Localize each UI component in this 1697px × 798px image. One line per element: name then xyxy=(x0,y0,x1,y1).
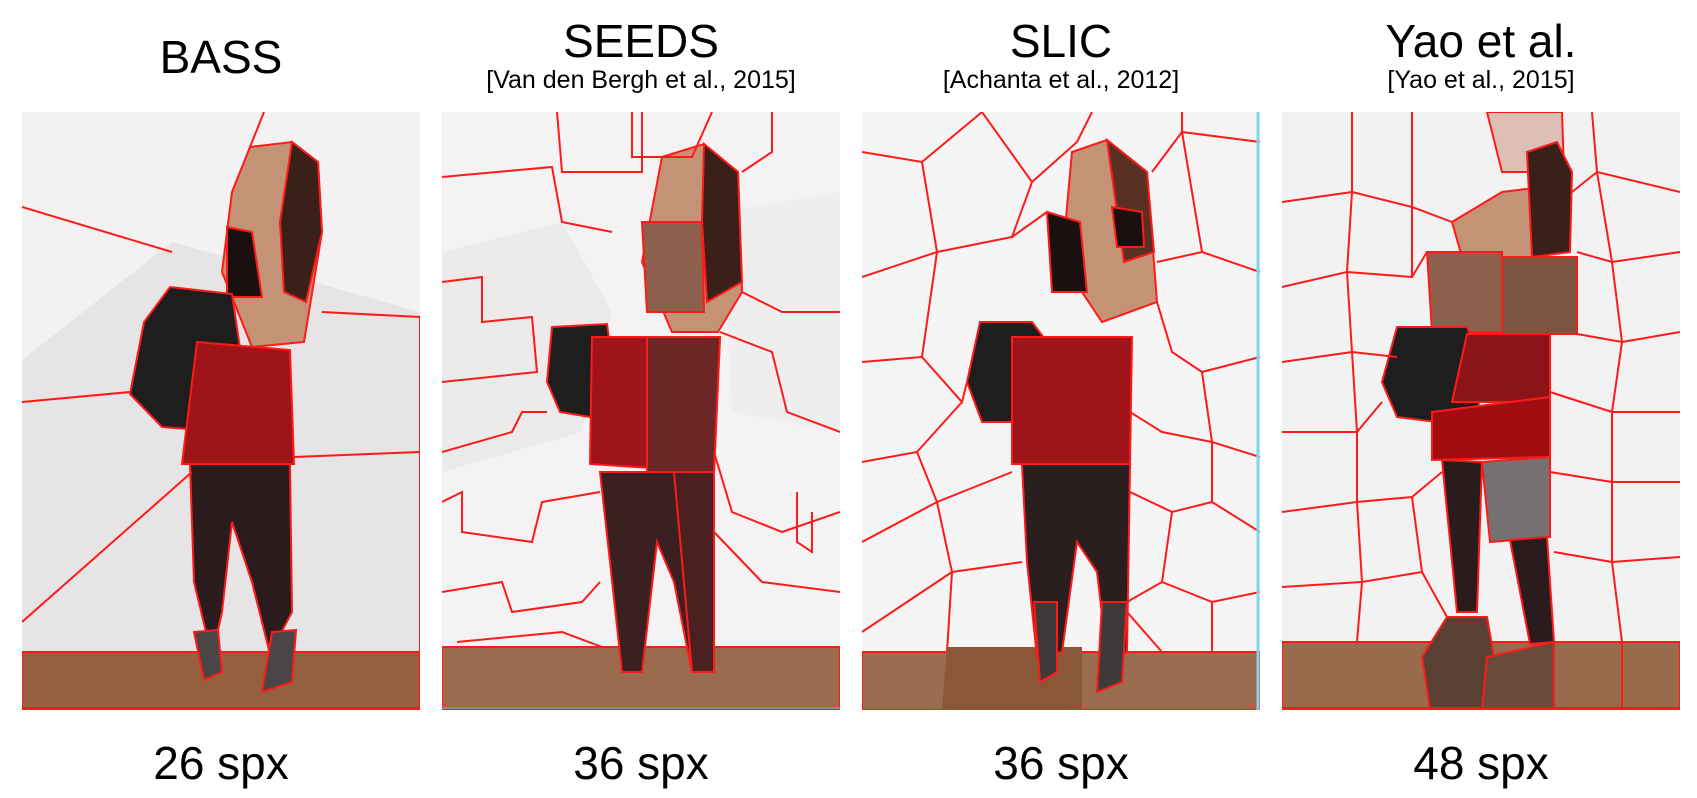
top-region xyxy=(1045,210,1089,293)
hair-region xyxy=(278,140,324,304)
top-region xyxy=(640,221,706,313)
superpixel-count: 26 spx xyxy=(153,737,289,789)
top-region xyxy=(226,225,264,298)
superpixel-count: 48 spx xyxy=(1413,737,1549,789)
boundary-line xyxy=(249,112,265,148)
boot-region xyxy=(260,628,298,694)
floor-region xyxy=(942,647,1082,710)
boot-region xyxy=(1095,601,1129,694)
grid-boundaries xyxy=(1282,112,1680,710)
boot-region xyxy=(1480,640,1555,710)
panel-slic: SLIC [Achanta et al., 2012] xyxy=(862,0,1260,798)
legs-region xyxy=(672,471,715,673)
hair-region xyxy=(1525,140,1574,259)
segmentation-image xyxy=(22,112,420,710)
boundary-line xyxy=(713,531,840,593)
panel-title: SLIC xyxy=(1009,15,1113,67)
panel-yao: Yao et al. [Yao et al., 2015] xyxy=(1282,0,1680,798)
boundary-line xyxy=(442,275,539,383)
boot-region xyxy=(1032,601,1058,684)
hair-region xyxy=(1110,205,1146,248)
segmentation-image xyxy=(1282,112,1680,710)
boundary-line xyxy=(22,206,173,253)
shadow-region xyxy=(646,336,722,473)
boundary-line xyxy=(321,311,420,710)
superpixel-count: 36 spx xyxy=(573,737,709,789)
arm-region xyxy=(1501,256,1578,335)
panel-title: Yao et al. xyxy=(1385,15,1577,67)
segmentation-svg xyxy=(442,112,840,710)
boundary-line xyxy=(719,331,840,433)
boundary-line xyxy=(631,112,713,158)
boundary-line xyxy=(556,112,643,173)
boundary-line xyxy=(442,411,547,453)
panel-citation: [Yao et al., 2015] xyxy=(1387,66,1575,94)
segmentation-svg xyxy=(1282,112,1680,710)
segmentation-image xyxy=(442,112,840,710)
skirt-region xyxy=(1450,333,1551,403)
boundary-line xyxy=(796,492,813,554)
legs-region xyxy=(1440,458,1484,613)
boundary-line xyxy=(442,580,601,614)
superpixel-count: 36 spx xyxy=(993,737,1129,789)
boot-region xyxy=(192,628,224,682)
boot-region xyxy=(1420,616,1496,710)
arm-region xyxy=(1425,251,1503,333)
boundary-line xyxy=(22,471,193,623)
skirt-region xyxy=(180,340,296,465)
boundary-line xyxy=(741,112,773,173)
segmentation-svg xyxy=(22,112,420,710)
boundary-line xyxy=(22,391,131,403)
panel-citation: [Achanta et al., 2012] xyxy=(942,66,1180,94)
boundary-line xyxy=(456,630,603,648)
segmentation-svg xyxy=(862,112,1260,710)
boundary-line xyxy=(293,451,420,458)
hair-region xyxy=(700,141,744,304)
skirt-region xyxy=(1011,336,1134,465)
legs-region xyxy=(188,463,294,658)
panel-seeds: SEEDS [Van den Bergh et al., 2015] xyxy=(442,0,840,798)
panel-title: SEEDS xyxy=(563,15,719,67)
panel-title: BASS xyxy=(159,31,283,83)
panel-bass: BASS 26 spx xyxy=(22,0,420,798)
segmentation-image xyxy=(862,112,1260,710)
panel-citation: [Van den Bergh et al., 2015] xyxy=(486,66,796,94)
boundary-line xyxy=(442,165,613,233)
legs-region xyxy=(1480,455,1551,544)
grid-boundaries xyxy=(862,112,1260,653)
boundary-line xyxy=(442,490,601,544)
boundary-line xyxy=(741,291,840,313)
